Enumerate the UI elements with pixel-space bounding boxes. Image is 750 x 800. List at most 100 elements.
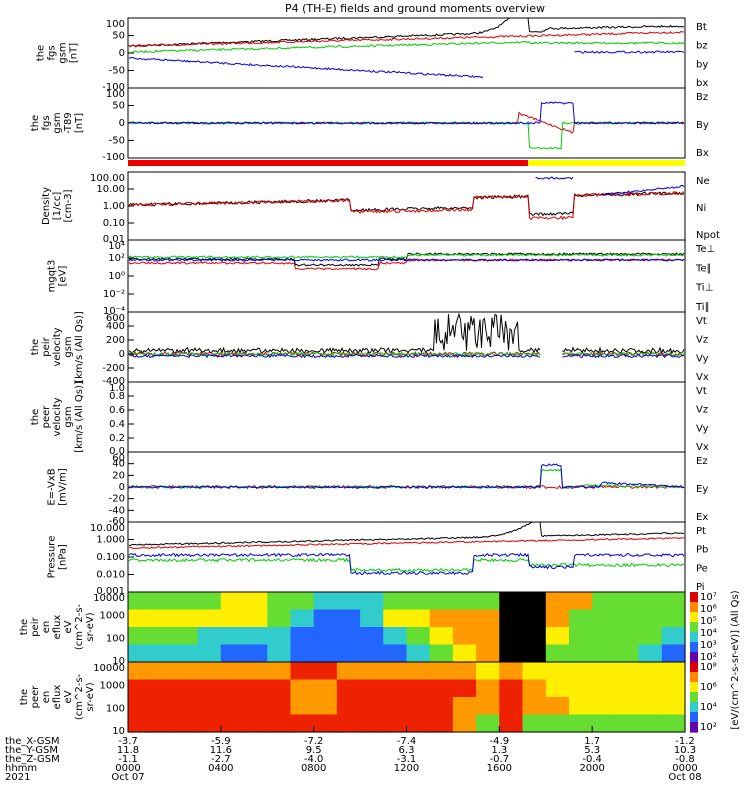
ylabel-line: [mV/m]: [58, 468, 69, 506]
ylabel-line: [cm-3]: [63, 189, 74, 222]
spec-cell: [383, 609, 408, 628]
xaxis-row-label: hhmm: [5, 763, 37, 774]
xaxis-value: 0800: [301, 763, 326, 774]
legend-Ex: Ex: [696, 512, 708, 523]
spec-cell: [267, 662, 292, 681]
spec-cell: [429, 697, 454, 716]
spec-cell: [290, 697, 315, 716]
ytick-label: -40: [109, 505, 125, 516]
xaxis-value: 1600: [487, 763, 512, 774]
ylabel-line: velocity: [52, 397, 63, 436]
ylabel-line: sr-eV): [85, 682, 96, 711]
ylabel-line: en: [41, 621, 52, 634]
series-Vx: [562, 353, 685, 359]
ytick-label: 400: [106, 321, 125, 332]
ylabel-line: [km/s (All Qs)]: [74, 311, 85, 383]
legend-Pi: Pi: [696, 582, 705, 593]
colorbar-tick: 10⁶: [700, 682, 717, 693]
panel-pressure: [128, 521, 134, 593]
ytick-label: 100: [106, 89, 125, 100]
spec-cell: [615, 627, 640, 646]
ylabel-line: [1/cc]: [52, 192, 63, 221]
spec-cell: [336, 679, 361, 698]
spec-cell: [452, 609, 477, 628]
spec-cell: [336, 714, 361, 733]
spec-cell: [429, 662, 454, 681]
spec-cell: [522, 627, 547, 646]
colorbar-bar1: [690, 642, 698, 653]
spec-cell: [406, 679, 431, 698]
spec-cell: [406, 662, 431, 681]
legend-Pe: Pe: [696, 563, 708, 574]
panel-frame: [127, 381, 686, 453]
spec-cell: [406, 714, 431, 733]
ylabel-fgs: thefgsgsm[nT]: [36, 42, 80, 63]
spec-cell: [476, 714, 500, 733]
spec-cell: [522, 662, 547, 681]
spec-cell: [383, 697, 408, 716]
series-Tipar: [128, 253, 685, 259]
status-bar-red: [128, 160, 528, 166]
ytick-label: 100: [106, 704, 125, 715]
xaxis-row-label: the_X-GSM: [5, 736, 59, 747]
spec-cell: [452, 592, 477, 611]
colorbar-bar2: [690, 662, 698, 673]
xaxis-value: 1200: [394, 763, 419, 774]
legend-by: by: [696, 59, 708, 70]
ylabel-line: mgqt3: [47, 260, 58, 293]
legend-Vt: Vt: [696, 386, 707, 397]
spec-cell: [360, 644, 384, 663]
spec-cell: [545, 714, 570, 733]
ylabel-line: [nPa]: [58, 544, 69, 570]
ylabel-fgs_dsl: thefgsgsm-T89[nT]: [30, 112, 85, 134]
series-Vy: [128, 351, 541, 357]
spec-cell: [360, 592, 384, 611]
ylabel-line: -T89: [63, 112, 74, 134]
spec-cell: [174, 592, 199, 611]
spec-cell: [661, 592, 686, 611]
ylabel-line: gsm: [63, 336, 74, 357]
spec-cell: [615, 644, 640, 663]
spec-cell: [244, 662, 268, 681]
spec-cell: [267, 627, 292, 646]
spec-cell: [197, 592, 222, 611]
spec-cell: [476, 627, 500, 646]
ytick-label: 10⁻²: [103, 289, 125, 300]
spec-cell: [615, 679, 640, 698]
spec-cell: [336, 627, 361, 646]
ytick-label: 600: [106, 313, 125, 324]
ylabel-line: eV: [63, 690, 74, 703]
colorbar-bar2: [690, 692, 698, 703]
ytick-label: 10.000: [90, 523, 125, 534]
ytick-label: 200: [106, 335, 125, 346]
panel-frame: [127, 87, 686, 159]
spec-cell: [638, 609, 663, 628]
spec-cell: [197, 697, 222, 716]
xaxis-value: -7.4: [397, 736, 417, 747]
ytick-label: 100: [106, 19, 125, 30]
ytick-label: 60: [112, 453, 125, 464]
colorbar-bar2: [690, 672, 698, 683]
spec-cell: [522, 592, 547, 611]
ytick-label: 0: [119, 118, 125, 129]
ytick-label: 0.100: [96, 552, 125, 563]
ylabel-line: Pressure: [47, 536, 58, 579]
spec-cell: [545, 592, 570, 611]
legend-bx: bx: [696, 78, 708, 89]
spec-cell: [522, 714, 547, 733]
xaxis-value: 2000: [579, 763, 604, 774]
ytick-label: 10: [112, 656, 125, 667]
ylabel-line: peir: [41, 336, 52, 356]
ytick-label: 10²: [108, 253, 125, 264]
ytick-label: -200: [102, 363, 125, 374]
spec-cell: [313, 697, 338, 716]
series-Npot: [535, 176, 574, 180]
series-Vt: [128, 312, 541, 355]
spec-cell: [661, 714, 686, 733]
status-bar-yellow2: [658, 160, 685, 166]
colorbar-bar2: [690, 682, 698, 693]
spec-cell: [290, 662, 315, 681]
spec-cell: [638, 662, 663, 681]
ytick-label: 10⁻⁴: [103, 306, 125, 317]
